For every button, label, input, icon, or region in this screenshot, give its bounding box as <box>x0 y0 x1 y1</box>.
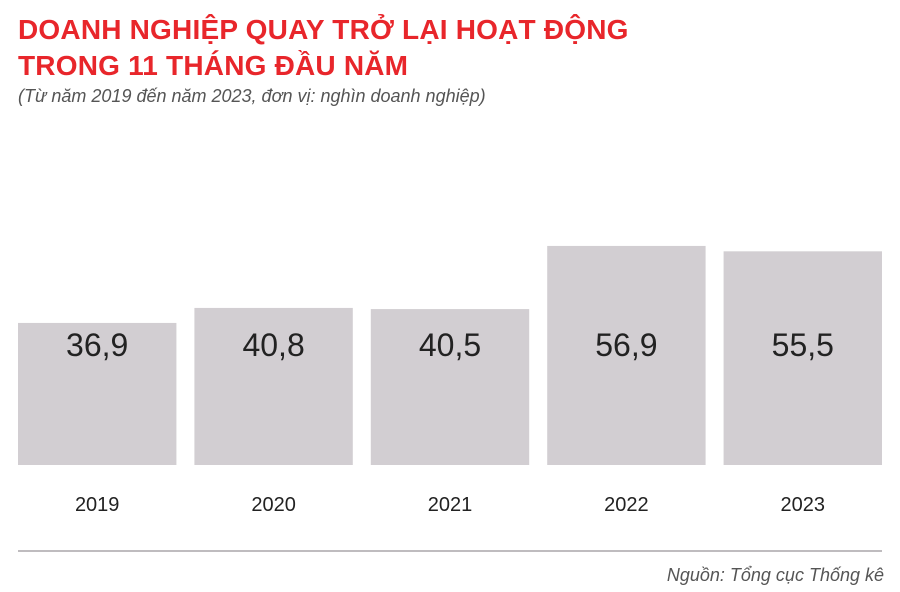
category-label-2023: 2023 <box>781 494 826 516</box>
bar-2020 <box>194 307 353 465</box>
bar-2021 <box>370 309 530 465</box>
category-label-2019: 2019 <box>75 494 120 516</box>
source-note: Nguồn: Tổng cục Thống kê <box>666 565 884 585</box>
value-label-2020: 40,8 <box>242 327 304 363</box>
footer-divider <box>18 550 882 552</box>
bar-2019 <box>18 322 177 465</box>
chart-title-line-1: DOANH NGHIỆP QUAY TRỞ LẠI HOẠT ĐỘNG <box>18 14 629 45</box>
bar-2022 <box>547 245 706 465</box>
value-label-2023: 55,5 <box>772 327 834 363</box>
category-label-2022: 2022 <box>604 494 649 516</box>
value-label-2019: 36,9 <box>66 327 128 363</box>
chart-title: DOANH NGHIỆP QUAY TRỞ LẠI HOẠT ĐỘNG TRON… <box>18 12 878 84</box>
value-label-2022: 56,9 <box>595 327 657 363</box>
chart-subtitle: (Từ năm 2019 đến năm 2023, đơn vị: nghìn… <box>18 86 486 106</box>
chart-title-line-2: TRONG 11 THÁNG ĐẦU NĂM <box>18 50 409 81</box>
bar-2023 <box>723 251 882 465</box>
category-label-2021: 2021 <box>428 494 473 516</box>
value-label-2021: 40,5 <box>419 327 481 363</box>
category-label-2020: 2020 <box>251 494 296 516</box>
